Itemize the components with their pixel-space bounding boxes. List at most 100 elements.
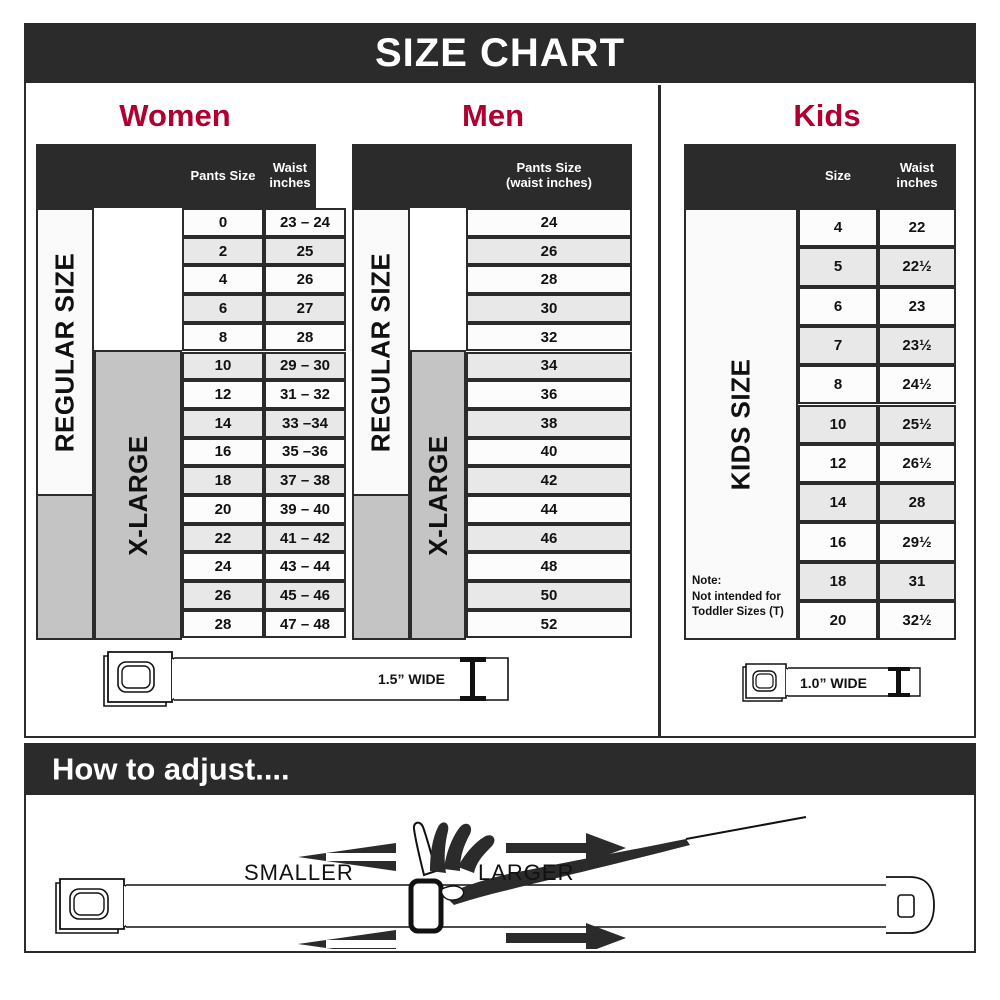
women-cell-size: 2 <box>182 236 264 266</box>
kids-note-line3: Toddler Sizes (T) <box>692 606 784 619</box>
kids-note-line1: Note: <box>692 575 722 587</box>
kids-cell-waist: 28 <box>878 483 956 523</box>
women-cell-size: 6 <box>182 294 264 323</box>
men-cell-size: 38 <box>466 408 632 438</box>
men-cell-size: 50 <box>466 581 632 610</box>
women-size-table: Pants Size Waist inches REGULAR SIZE X-L… <box>36 144 346 640</box>
women-cell-size: 16 <box>182 437 264 467</box>
kids-cell-size: 7 <box>798 325 878 366</box>
howto-adjust-header: How to adjust.... <box>24 743 976 795</box>
women-cell-size: 24 <box>182 552 264 582</box>
kids-cell-waist: 25½ <box>878 404 956 444</box>
women-cell-waist: 33 –34 <box>264 408 346 438</box>
kids-note-line2: Not intended for <box>692 590 781 603</box>
kids-cell-size: 6 <box>798 286 878 326</box>
kids-col-header-waist: Waist inches <box>878 144 956 208</box>
women-cell-size: 18 <box>182 466 264 495</box>
adjust-smaller-label: SMALLER <box>244 860 354 885</box>
women-cell-waist: 45 – 46 <box>264 581 346 610</box>
kids-cell-size: 5 <box>798 247 878 287</box>
kids-cell-size: 4 <box>798 208 878 248</box>
women-cell-size: 4 <box>182 265 264 295</box>
adjust-larger-label: LARGER <box>478 860 575 885</box>
section-title-kids: Kids <box>793 98 861 133</box>
women-side-label-regular: REGULAR SIZE <box>36 208 94 496</box>
men-side-label-xlarge: X-LARGE <box>410 350 466 640</box>
kids-cell-waist: 22½ <box>878 247 956 287</box>
women-cell-waist: 29 – 30 <box>264 351 346 381</box>
women-cell-waist: 37 – 38 <box>264 466 346 495</box>
adult-belt-diagram: 1.5” WIDE <box>100 650 520 712</box>
women-cell-size: 14 <box>182 408 264 438</box>
women-cell-waist: 26 <box>264 265 346 295</box>
kids-header-spacer <box>684 144 798 208</box>
women-side-xlarge-extension <box>36 496 94 640</box>
kids-cell-size: 20 <box>798 601 878 641</box>
kids-cell-waist: 22 <box>878 208 956 248</box>
kids-cell-waist: 23 <box>878 286 956 326</box>
kids-col-header-size: Size <box>824 167 851 183</box>
men-side-label-regular: REGULAR SIZE <box>352 208 410 496</box>
kids-col-header-waist-line2: inches <box>896 175 938 190</box>
kids-cell-waist: 32½ <box>878 601 956 641</box>
kids-table-header: Size Waist inches <box>684 144 956 208</box>
belt-adjust-illustration <box>55 816 935 958</box>
women-table-header: Pants Size Waist inches <box>36 144 316 208</box>
kids-cell-size: 16 <box>798 522 878 562</box>
men-cell-size: 52 <box>466 609 632 639</box>
kids-cell-size: 14 <box>798 483 878 523</box>
men-cell-size: 24 <box>466 208 632 237</box>
women-cell-size: 8 <box>182 322 264 352</box>
men-cell-size: 40 <box>466 437 632 467</box>
men-size-table: Pants Size (waist inches) REGULAR SIZE X… <box>352 144 632 640</box>
section-title-women: Women <box>119 98 231 133</box>
men-col-header-line2: (waist inches) <box>506 175 592 190</box>
men-cell-size: 26 <box>466 236 632 266</box>
women-cell-size: 28 <box>182 609 264 639</box>
kids-cell-waist: 26½ <box>878 443 956 484</box>
men-cell-size: 48 <box>466 552 632 582</box>
men-cell-size: 44 <box>466 495 632 524</box>
men-cell-size: 30 <box>466 294 632 323</box>
women-side-label-xlarge: X-LARGE <box>94 350 182 640</box>
women-cell-waist: 47 – 48 <box>264 609 346 639</box>
kids-cell-waist: 29½ <box>878 522 956 562</box>
women-cell-waist: 23 – 24 <box>264 208 346 237</box>
section-title-men: Men <box>462 98 524 133</box>
men-cell-size: 28 <box>466 265 632 295</box>
women-cell-waist: 31 – 32 <box>264 380 346 409</box>
kids-cell-waist: 23½ <box>878 325 956 366</box>
kids-belt-width-label: 1.0” WIDE <box>800 675 867 691</box>
men-col-header-pants-size: Pants Size (waist inches) <box>466 144 632 208</box>
women-cell-waist: 25 <box>264 236 346 266</box>
men-cell-size: 32 <box>466 322 632 352</box>
kids-col-header-waist-line1: Waist <box>899 160 935 176</box>
men-side-xlarge-extension <box>352 496 410 640</box>
women-cell-waist: 43 – 44 <box>264 552 346 582</box>
women-cell-size: 10 <box>182 351 264 381</box>
kids-cell-waist: 31 <box>878 561 956 601</box>
men-col-header-line1: Pants Size <box>516 160 582 176</box>
kids-belt-diagram: 1.0” WIDE <box>740 662 930 706</box>
kids-cell-size: 12 <box>798 443 878 484</box>
howto-adjust-title: How to adjust.... <box>52 751 290 787</box>
men-cell-size: 34 <box>466 351 632 381</box>
women-col-header-pants-size: Pants Size <box>190 167 256 183</box>
kids-cell-size: 10 <box>798 404 878 444</box>
women-col-header-waist-line1: Waist <box>272 160 308 176</box>
men-cell-size: 46 <box>466 523 632 553</box>
kids-side-label: KIDS SIZE <box>684 208 798 640</box>
women-col-header-waist: Waist inches <box>264 144 316 208</box>
women-cell-waist: 28 <box>264 322 346 352</box>
page-title: SIZE CHART <box>375 31 625 75</box>
women-cell-size: 22 <box>182 523 264 553</box>
section-divider <box>658 85 661 738</box>
women-cell-waist: 35 –36 <box>264 437 346 467</box>
page-title-bar: SIZE CHART <box>24 23 976 83</box>
kids-size-table: Size Waist inches KIDS SIZE Note: Not in… <box>684 144 956 641</box>
men-header-spacer <box>352 144 466 208</box>
kids-cell-waist: 24½ <box>878 365 956 405</box>
howto-adjust-panel: SMALLER LARGER <box>24 795 976 958</box>
women-cell-waist: 41 – 42 <box>264 523 346 553</box>
women-cell-waist: 27 <box>264 294 346 323</box>
